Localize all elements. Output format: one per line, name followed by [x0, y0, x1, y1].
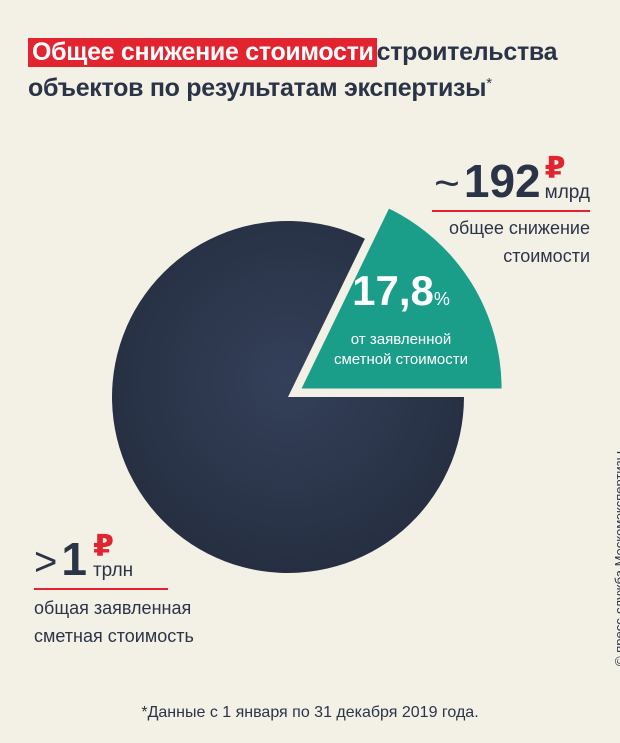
infographic-title: Общее снижение стоимости строительства об… — [28, 34, 588, 106]
footnote: *Данные с 1 января по 31 декабря 2019 го… — [141, 704, 479, 721]
reduction-value: 192 — [463, 155, 541, 207]
total-desc-line2: сметная стоимость — [34, 626, 194, 646]
share-unit: % — [433, 289, 450, 309]
share-text-line1: от заявленной — [350, 331, 452, 348]
reduction-divider — [432, 210, 590, 212]
title-asterisk: * — [486, 75, 492, 92]
reduction-desc-line2: стоимости — [503, 246, 590, 266]
reduction-callout: ~ 192 ₽ млрд общее снижение стоимости — [360, 148, 590, 270]
total-value: 1 — [61, 533, 87, 585]
total-desc-line1: общая заявленная — [34, 598, 192, 618]
share-text-line2: сметной стоимости — [333, 351, 469, 368]
total-divider — [34, 588, 168, 590]
pie-slice-total — [112, 221, 464, 573]
reduction-share-label: 17,8% от заявленной сметной стоимости — [326, 268, 476, 370]
greater-than-sign: > — [34, 540, 58, 584]
total-unit: трлн — [92, 560, 134, 581]
reduction-desc-line1: общее снижение — [448, 218, 590, 238]
pie-slice-reduction — [301, 208, 502, 389]
title-highlight: Общее снижение стоимости — [28, 38, 377, 67]
total-callout: > 1 ₽ трлн общая заявленная сметная стои… — [34, 526, 294, 650]
ruble-icon: ₽ — [544, 152, 566, 185]
share-value: 17,8 — [352, 267, 434, 314]
copyright-credit: © пресс-служба Москомэкспертизы — [612, 451, 620, 666]
title-line2: объектов по результатам экспертизы — [28, 74, 487, 102]
approx-sign: ~ — [434, 159, 460, 208]
title-rest-line1: строительства — [376, 38, 558, 66]
reduction-unit: млрд — [544, 182, 590, 203]
ruble-icon: ₽ — [92, 530, 114, 563]
